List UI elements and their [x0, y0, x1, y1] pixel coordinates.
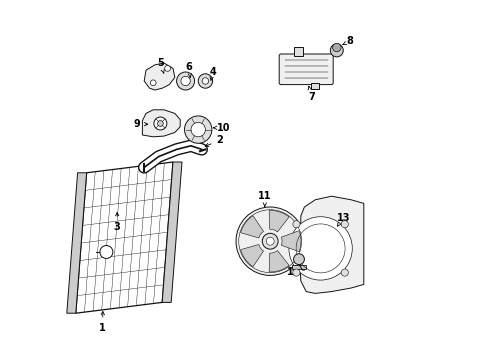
Polygon shape — [144, 63, 175, 90]
Circle shape — [289, 217, 352, 280]
Circle shape — [198, 74, 213, 88]
Polygon shape — [292, 265, 306, 269]
Text: 11: 11 — [258, 191, 271, 207]
Polygon shape — [241, 244, 264, 267]
Circle shape — [154, 117, 167, 130]
Circle shape — [236, 207, 304, 275]
Circle shape — [266, 237, 274, 245]
Text: 4: 4 — [209, 67, 216, 80]
Text: 1: 1 — [99, 311, 106, 333]
Polygon shape — [241, 216, 264, 238]
FancyBboxPatch shape — [279, 54, 333, 85]
Polygon shape — [281, 231, 301, 252]
Circle shape — [157, 121, 163, 126]
Circle shape — [181, 76, 190, 86]
Circle shape — [191, 122, 205, 137]
Text: 8: 8 — [343, 36, 353, 46]
Circle shape — [165, 66, 171, 71]
Circle shape — [100, 246, 113, 258]
Circle shape — [333, 43, 341, 52]
Text: 12: 12 — [287, 267, 300, 277]
Text: 10: 10 — [214, 123, 230, 133]
Circle shape — [341, 269, 348, 276]
Polygon shape — [294, 47, 303, 56]
Text: 13: 13 — [337, 213, 351, 226]
Circle shape — [185, 116, 212, 143]
Circle shape — [262, 233, 278, 249]
Text: 2: 2 — [205, 135, 223, 147]
Text: 9: 9 — [134, 119, 147, 129]
Polygon shape — [143, 110, 180, 137]
Circle shape — [293, 221, 300, 228]
Circle shape — [294, 254, 304, 265]
Polygon shape — [162, 162, 182, 302]
Circle shape — [202, 78, 209, 84]
Polygon shape — [269, 211, 289, 232]
Circle shape — [341, 221, 348, 228]
Text: 7: 7 — [308, 86, 315, 102]
Polygon shape — [299, 196, 364, 293]
Polygon shape — [311, 83, 319, 89]
Circle shape — [150, 80, 156, 86]
Text: 3: 3 — [114, 212, 121, 232]
Text: 6: 6 — [186, 62, 193, 77]
Circle shape — [176, 72, 195, 90]
Polygon shape — [269, 251, 289, 272]
Text: 5: 5 — [157, 58, 164, 73]
Circle shape — [293, 269, 300, 276]
Polygon shape — [67, 173, 87, 313]
Circle shape — [330, 44, 343, 57]
